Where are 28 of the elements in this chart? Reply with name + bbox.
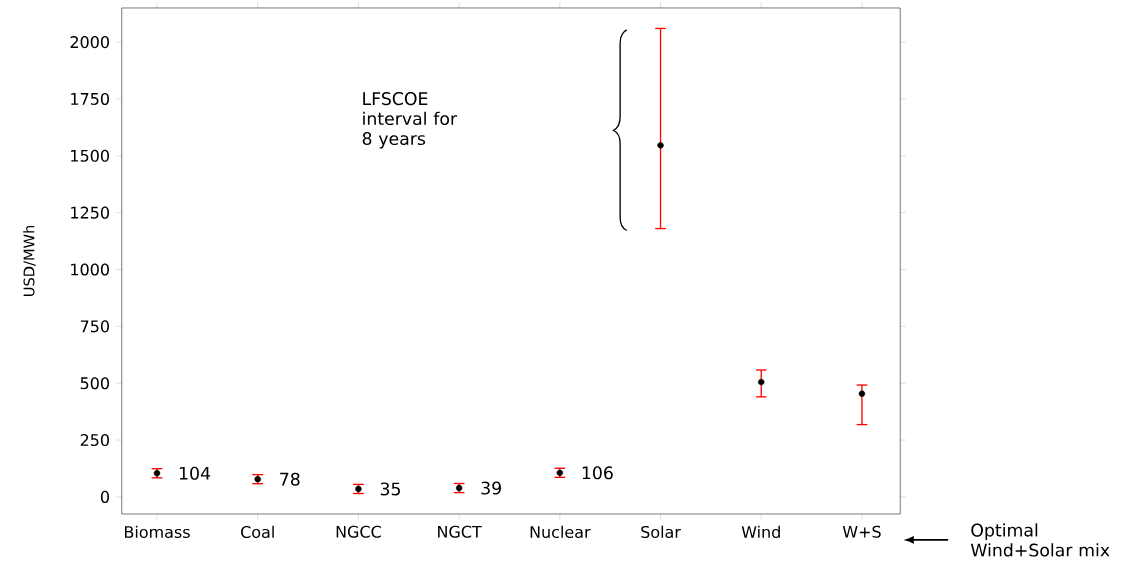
x-tick-label: Wind xyxy=(741,525,780,539)
text: Optimal Wind+Solar mix xyxy=(970,523,1110,557)
data-label: 39 xyxy=(481,481,501,495)
data-label: 35 xyxy=(380,482,400,496)
point xyxy=(657,142,664,149)
data-label: 106 xyxy=(582,466,613,480)
annotation: LFSCOE interval for 8 years xyxy=(362,92,458,149)
y-tick-label: 1500 xyxy=(71,149,109,162)
data-label: 78 xyxy=(280,472,300,486)
y-tick-label: 2000 xyxy=(70,36,109,49)
x-tick-label: Solar xyxy=(641,525,681,539)
y-tick-label: 1000 xyxy=(71,263,109,276)
y-tick-label: 750 xyxy=(80,320,109,333)
y-tick-label: 1750 xyxy=(71,92,109,106)
point xyxy=(758,378,765,386)
x-tick-label: Nuclear xyxy=(530,525,591,539)
x-tick-label: NGCC xyxy=(336,525,381,538)
y-tick-label: 0 xyxy=(100,490,109,504)
y-tick-label: 500 xyxy=(80,377,109,390)
point xyxy=(858,390,866,397)
y-tick-label: 250 xyxy=(80,434,109,447)
x-tick-label: W+S xyxy=(842,525,881,538)
x-tick-label: NGCT xyxy=(438,525,482,538)
y-axis-title: USD/MWh xyxy=(23,225,36,297)
x-tick-label: Biomass xyxy=(125,525,190,539)
data-label: 104 xyxy=(179,466,211,480)
y-tick-label: 1250 xyxy=(71,206,109,219)
x-tick-label: Coal xyxy=(241,525,274,539)
